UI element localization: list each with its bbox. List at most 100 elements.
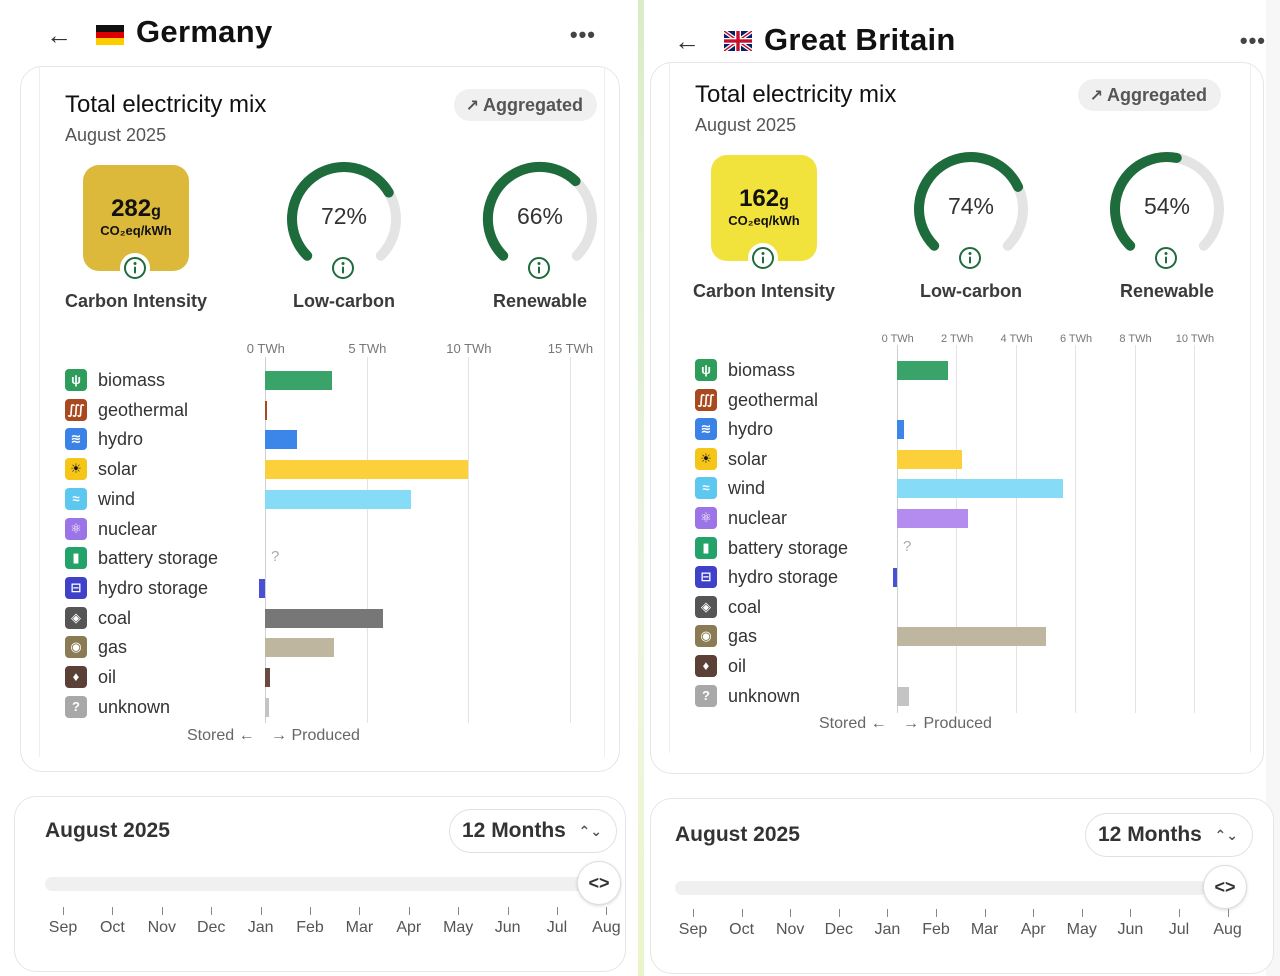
mix-title: Total electricity mix	[65, 91, 267, 118]
source-label: nuclear	[728, 508, 788, 528]
low-carbon-gauge-svg	[287, 162, 401, 261]
time-slider-handle[interactable]: <>	[577, 861, 621, 905]
hydro-storage-icon: ⊟	[65, 576, 87, 599]
renewable-info-icon[interactable]	[1151, 243, 1181, 273]
source-label: battery storage	[98, 548, 219, 569]
gas-icon: ◉	[695, 625, 717, 648]
carbon-intensity-value: 162g	[739, 185, 789, 212]
time-controller-card: August 2025 12 Months ⌃⌄ <> Sep Oct Nov Dec J…	[14, 796, 626, 972]
grid-line	[1015, 345, 1017, 713]
wind-icon: ≈	[695, 477, 717, 500]
source-row: ☀ solar	[65, 458, 265, 482]
month-label: Sep	[678, 921, 708, 938]
month-tick	[557, 907, 558, 915]
carbon-info-icon[interactable]	[748, 243, 778, 273]
atom-icon: ⚛	[65, 517, 87, 540]
low-carbon-gauge-svg	[914, 152, 1028, 251]
source-label: gas	[98, 637, 128, 658]
renewable-gauge-svg	[1110, 152, 1224, 251]
bar-wind	[897, 479, 1064, 499]
source-row: ⚛ nuclear	[695, 507, 895, 531]
source-label: oil	[98, 667, 117, 687]
source-label: battery storage	[728, 537, 849, 558]
source-row: ⊟ hydro storage	[65, 576, 265, 601]
chevron-up-down-icon: ⌃⌄	[1214, 827, 1238, 843]
time-title: August 2025	[45, 819, 170, 842]
month-tick	[1179, 909, 1180, 917]
mix-title: Total electricity mix	[695, 81, 897, 108]
month-label: Jan	[247, 919, 274, 936]
source-label: gas	[728, 626, 758, 647]
question-icon: ?	[65, 695, 87, 718]
bar-solar	[897, 449, 963, 469]
carbon-intensity-unit: CO₂eq/kWh	[100, 223, 172, 238]
time-slider-track[interactable]	[45, 877, 585, 891]
bar-solar	[265, 460, 469, 480]
back-arrow-icon[interactable]: ←	[46, 20, 72, 50]
gauge-fill	[287, 162, 394, 261]
sun-icon: ☀	[695, 447, 717, 470]
renewable-info-icon[interactable]	[524, 253, 554, 283]
axis-tick-label: 0 TWh	[246, 341, 285, 356]
source-row: ? unknown	[695, 684, 895, 709]
period-value: 12 Months	[1098, 823, 1202, 846]
oil-icon: ♦	[695, 655, 717, 677]
bar-hydro	[265, 430, 298, 450]
month-tick	[984, 909, 986, 917]
grid-line	[956, 345, 958, 713]
source-label: wind	[98, 488, 136, 509]
month-label: Feb	[296, 919, 324, 936]
axis-tick-label: 15 TWh	[547, 341, 594, 356]
aggregated-button[interactable]: ↗ Aggregated	[1077, 79, 1221, 111]
month-tick	[63, 907, 64, 915]
source-row: ⊟ hydro storage	[695, 566, 895, 590]
low-carbon-info-icon[interactable]	[328, 253, 358, 283]
axis-tick-label: 10 TWh	[1175, 333, 1215, 345]
source-row: ≋ hydro	[695, 418, 895, 442]
source-row: ◉ gas	[65, 636, 265, 660]
grid-line	[1194, 345, 1196, 713]
bar-unknown	[265, 697, 270, 717]
bar-hydro-storage	[892, 568, 897, 588]
grid-line	[1134, 345, 1136, 713]
period-select[interactable]: 12 Months ⌃⌄	[449, 809, 617, 853]
bar-nuclear	[897, 509, 969, 528]
source-row: ▮ battery storage	[65, 547, 265, 571]
trend-icon: ↗	[1089, 88, 1103, 105]
water-icon: ≋	[65, 428, 87, 451]
source-label: hydro	[728, 419, 774, 440]
aggregated-label: Aggregated	[482, 95, 583, 115]
axis-tick-label: 10 TWh	[446, 341, 492, 356]
renewable-value: 66%	[516, 203, 564, 229]
source-row: ◈ coal	[65, 606, 265, 631]
low-carbon-info-icon[interactable]	[955, 243, 985, 273]
month-tick	[741, 909, 743, 917]
month-tick	[1227, 909, 1229, 917]
time-slider-track[interactable]	[675, 881, 1207, 895]
source-label: nuclear	[98, 518, 158, 539]
bar-gas	[897, 627, 1046, 647]
more-options-icon[interactable]: •••	[1239, 28, 1266, 53]
carbon-info-icon[interactable]	[120, 253, 150, 283]
month-tick	[606, 907, 608, 915]
grid-line	[897, 345, 898, 713]
question-icon: ?	[695, 684, 717, 707]
time-slider-handle[interactable]: <>	[1203, 865, 1247, 909]
more-options-icon[interactable]: •••	[569, 22, 596, 47]
month-label: Oct	[99, 919, 125, 936]
axis-tick-label: 0 TWh	[881, 333, 914, 345]
bar-gas	[265, 638, 335, 658]
carbon-intensity-value: 282g	[111, 195, 161, 222]
back-arrow-icon[interactable]: ←	[674, 26, 700, 56]
source-row: ∭ geothermal	[65, 398, 265, 423]
axis-tick-label: 4 TWh	[1000, 333, 1033, 345]
aggregated-button[interactable]: ↗ Aggregated	[453, 89, 597, 121]
bar-hydro-storage	[258, 578, 265, 598]
time-controller-card: August 2025 12 Months ⌃⌄ <> Sep Oct Nov Dec J…	[650, 798, 1274, 974]
axis-tick-label: 2 TWh	[941, 333, 974, 345]
trend-icon: ↗	[465, 98, 479, 115]
month-label: Jan	[874, 921, 901, 938]
atom-icon: ⚛	[695, 507, 717, 529]
period-select[interactable]: 12 Months ⌃⌄	[1085, 813, 1253, 857]
source-row: ψ biomass	[695, 359, 895, 383]
